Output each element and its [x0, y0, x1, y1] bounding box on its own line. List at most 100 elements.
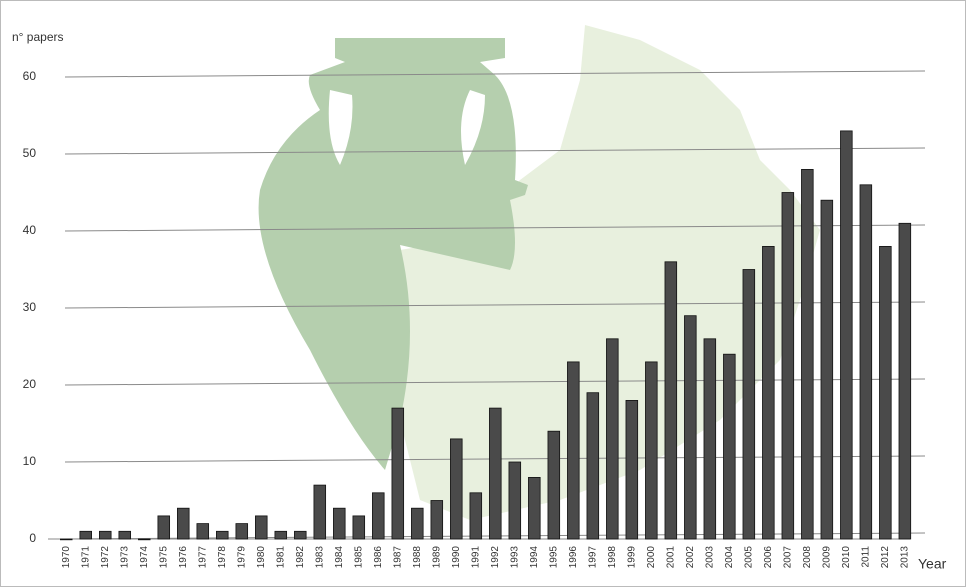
bar — [313, 484, 327, 540]
y-tick-label: 30 — [23, 300, 37, 314]
bar — [450, 438, 463, 540]
x-tick-label: 1978 — [217, 546, 228, 569]
y-axis-label: n° papers — [12, 30, 64, 44]
amphora-decoration — [258, 38, 528, 470]
y-tick-label: 60 — [23, 69, 37, 83]
x-tick-label: 1997 — [587, 546, 598, 569]
x-tick-label: 2011 — [860, 546, 871, 568]
x-tick-label: 1972 — [100, 546, 111, 569]
x-tick-label: 1990 — [451, 546, 462, 569]
bar — [216, 530, 229, 540]
bar — [684, 315, 697, 540]
bar — [820, 199, 834, 540]
bar — [723, 353, 736, 540]
x-tick-label: 1989 — [431, 546, 442, 569]
bar — [489, 407, 502, 540]
y-tick-label: 40 — [23, 223, 37, 237]
x-tick-label: 2013 — [899, 546, 910, 569]
bar — [703, 338, 717, 540]
bar — [801, 168, 814, 540]
x-tick-label: 1993 — [509, 546, 520, 569]
x-tick-label: 1983 — [314, 546, 325, 569]
x-tick-label: 2001 — [665, 546, 676, 569]
bar — [255, 515, 268, 540]
x-tick-label: 1971 — [80, 546, 91, 569]
x-tick-label: 1977 — [197, 546, 208, 569]
x-tick-label: 1974 — [139, 546, 150, 569]
bar — [60, 538, 73, 541]
x-tick-label: 1995 — [548, 546, 559, 569]
bar — [879, 245, 892, 540]
x-tick-label: 1979 — [236, 546, 247, 569]
x-tick-label: 1996 — [568, 546, 579, 569]
bar — [840, 130, 853, 540]
x-axis-label: Year — [918, 556, 947, 572]
x-tick-label: 2003 — [704, 546, 715, 569]
x-tick-label: 2010 — [841, 546, 852, 569]
x-tick-label: 1970 — [61, 546, 72, 569]
bar — [235, 523, 249, 540]
x-tick-label: 2000 — [646, 546, 657, 569]
y-tick-label: 0 — [29, 531, 36, 545]
bar — [859, 184, 873, 540]
bar — [79, 530, 93, 540]
bar — [469, 492, 483, 540]
bar — [352, 515, 366, 540]
x-tick-label: 2007 — [782, 546, 793, 569]
bar — [547, 430, 561, 540]
bar — [118, 530, 132, 540]
x-tick-label: 2002 — [685, 546, 696, 569]
x-tick-label: 2004 — [724, 546, 735, 569]
bar — [781, 192, 795, 540]
bar — [333, 507, 346, 540]
x-tick-label: 1999 — [626, 546, 637, 569]
grid-line — [64, 147, 926, 155]
x-tick-label: 2008 — [802, 546, 813, 569]
bar — [508, 461, 522, 540]
bar — [664, 261, 678, 540]
bar — [430, 500, 444, 540]
bar — [274, 530, 288, 540]
bar — [567, 361, 580, 540]
bar — [177, 507, 190, 540]
x-tick-label: 1986 — [373, 546, 384, 569]
bar — [196, 523, 210, 540]
x-tick-label: 1985 — [353, 546, 364, 569]
x-tick-label: 1984 — [334, 546, 345, 569]
x-tick-label: 1982 — [295, 546, 306, 569]
x-tick-label: 1987 — [392, 546, 403, 569]
bar — [411, 507, 424, 540]
bar — [586, 392, 600, 540]
x-tick-label: 2005 — [743, 546, 754, 569]
y-tick-label: 50 — [23, 146, 37, 160]
x-tick-label: 1976 — [178, 546, 189, 569]
bar — [391, 407, 405, 540]
x-tick-label: 1998 — [607, 546, 618, 569]
x-tick-label: 1991 — [470, 546, 481, 569]
bar — [606, 338, 619, 540]
bar — [372, 492, 385, 540]
x-tick-label: 1994 — [529, 546, 540, 569]
x-tick-label: 2009 — [821, 546, 832, 569]
bar — [528, 476, 541, 540]
x-tick-label: 1981 — [275, 546, 286, 569]
y-tick-label: 10 — [23, 454, 37, 468]
x-tick-label: 1992 — [490, 546, 501, 569]
bar — [645, 361, 658, 540]
x-tick-label: 1973 — [119, 546, 130, 569]
bar — [762, 245, 775, 540]
bar — [742, 269, 756, 540]
x-tick-label: 1988 — [412, 546, 423, 569]
bar — [625, 399, 639, 540]
bar — [99, 530, 112, 540]
x-tick-label: 2012 — [880, 546, 891, 569]
bar — [294, 530, 307, 540]
bar — [138, 538, 151, 541]
y-tick-label: 20 — [23, 377, 37, 391]
x-tick-label: 1980 — [256, 546, 267, 569]
bar — [898, 222, 912, 540]
x-tick-label: 2006 — [763, 546, 774, 569]
bar — [157, 515, 171, 540]
grid-line — [64, 70, 926, 78]
